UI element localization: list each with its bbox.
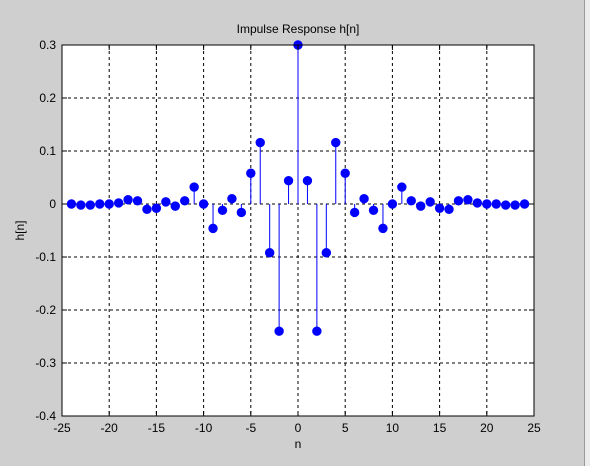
stem-marker bbox=[76, 200, 86, 210]
chart-title: Impulse Response h[n] bbox=[237, 22, 360, 36]
stem-marker bbox=[95, 199, 105, 209]
y-tick-label: -0.3 bbox=[35, 356, 56, 370]
y-axis-label: h[n] bbox=[13, 220, 27, 240]
stem-marker bbox=[416, 201, 426, 211]
x-tick-label: -10 bbox=[195, 421, 213, 435]
stem-marker bbox=[519, 199, 530, 209]
stem-marker bbox=[331, 137, 341, 148]
y-tick-label: 0.3 bbox=[39, 38, 56, 52]
x-tick-label: 5 bbox=[342, 421, 349, 435]
stem-marker bbox=[283, 175, 294, 186]
x-tick-label: -15 bbox=[148, 421, 166, 435]
y-tick-label: -0.2 bbox=[35, 303, 56, 317]
stem-marker bbox=[151, 203, 162, 213]
x-tick-label: 0 bbox=[295, 421, 302, 435]
x-tick-labels: -25 -20 -15 -10 -5 0 5 10 15 20 25 bbox=[53, 421, 541, 435]
stem-marker bbox=[378, 223, 388, 234]
stem-marker bbox=[359, 194, 369, 204]
stem-marker bbox=[500, 200, 511, 210]
stem-marker bbox=[397, 182, 407, 192]
x-tick-label: 20 bbox=[480, 421, 494, 435]
stem-marker bbox=[113, 198, 124, 208]
stem-marker bbox=[463, 195, 473, 205]
stem-marker bbox=[208, 223, 218, 234]
stem-marker bbox=[312, 326, 322, 336]
stem-marker bbox=[180, 196, 190, 206]
y-tick-label: -0.1 bbox=[35, 250, 56, 264]
stem-marker bbox=[321, 248, 332, 258]
stem-marker bbox=[274, 326, 284, 336]
window-scrollbar[interactable] bbox=[584, 0, 590, 466]
stem-marker bbox=[246, 168, 256, 178]
stem-marker bbox=[189, 182, 199, 192]
stem-marker bbox=[491, 199, 501, 209]
stem-marker bbox=[198, 199, 209, 209]
stem-marker bbox=[227, 194, 237, 204]
x-tick-label: -20 bbox=[101, 421, 119, 435]
y-tick-label: 0.1 bbox=[39, 144, 56, 158]
x-tick-label: 15 bbox=[433, 421, 447, 435]
stem-marker bbox=[425, 197, 435, 207]
stem-marker bbox=[132, 196, 143, 206]
stem-marker bbox=[142, 204, 152, 215]
tick-marks bbox=[61, 44, 535, 417]
stem-marker bbox=[387, 199, 398, 209]
stem-marker bbox=[472, 198, 483, 208]
stem-marker bbox=[434, 203, 445, 213]
stem-marker bbox=[217, 205, 228, 216]
stem-marker bbox=[349, 207, 360, 218]
x-tick-label: -25 bbox=[53, 421, 71, 435]
stem-marker bbox=[368, 205, 379, 216]
x-axis-label: n bbox=[295, 437, 302, 451]
stem-marker bbox=[85, 200, 96, 210]
stem-marker bbox=[104, 199, 114, 209]
stem-marker bbox=[406, 196, 416, 206]
x-tick-label: 25 bbox=[527, 421, 541, 435]
stem-marker bbox=[302, 175, 313, 186]
y-tick-label: 0 bbox=[49, 197, 56, 211]
stem-marker bbox=[444, 204, 454, 215]
stem-marker bbox=[340, 168, 350, 178]
stem-marker bbox=[255, 137, 265, 148]
stem-marker bbox=[482, 199, 492, 209]
x-tick-label: -5 bbox=[245, 421, 256, 435]
y-tick-label: 0.2 bbox=[39, 91, 56, 105]
y-tick-labels: -0.4 -0.3 -0.2 -0.1 0 0.1 0.2 0.3 bbox=[35, 38, 56, 423]
stem-marker bbox=[66, 199, 77, 209]
y-tick-label: -0.4 bbox=[35, 409, 56, 423]
x-tick-label: 10 bbox=[386, 421, 400, 435]
stem-marker bbox=[123, 195, 133, 205]
stem-marker bbox=[170, 201, 180, 211]
stem-marker bbox=[264, 248, 275, 258]
stem-marker bbox=[161, 197, 171, 207]
stem-marker bbox=[510, 200, 520, 210]
stem-marker bbox=[236, 207, 247, 218]
stem-marker bbox=[453, 196, 464, 206]
